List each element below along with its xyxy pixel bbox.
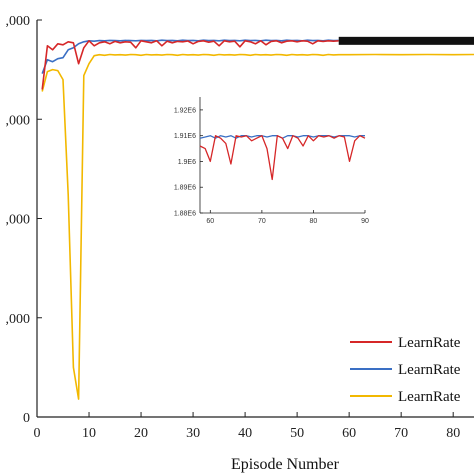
inset-y-tick-label: 1.92E6 xyxy=(174,107,196,114)
main-axes: 0 10 20 30 40 50 60 70 80 0 ,000 ,000 ,000 ,000 xyxy=(6,14,474,441)
y-tick-label: ,000 xyxy=(6,213,31,228)
legend-label-3: LearnRate xyxy=(398,389,461,405)
inset-y-tick-label: 1.9E6 xyxy=(178,159,196,166)
inset-x-tick-label: 90 xyxy=(361,218,369,225)
x-tick-label: 10 xyxy=(82,426,96,441)
y-tick-label: 0 xyxy=(23,411,30,426)
y-tick-label: ,000 xyxy=(6,113,31,128)
x-tick-label: 0 xyxy=(34,426,41,441)
inset-x-tick-label: 80 xyxy=(310,218,318,225)
inset-y-tick-label: 1.88E6 xyxy=(174,211,196,218)
x-tick-label: 20 xyxy=(134,426,148,441)
x-tick-label: 30 xyxy=(186,426,200,441)
legend-label-2: LearnRate xyxy=(398,362,461,378)
inset-y-tick-label: 1.89E6 xyxy=(174,185,196,192)
legend-label-1: LearnRate xyxy=(398,335,461,351)
x-tick-label: 70 xyxy=(394,426,408,441)
inset-y-tick-label: 1.91E6 xyxy=(174,133,196,140)
inset-series-line-1 xyxy=(199,135,366,181)
inset-x-tick-label: 60 xyxy=(206,218,214,225)
y-tick-label: ,000 xyxy=(6,14,31,29)
x-tick-label: 50 xyxy=(290,426,304,441)
inset-chart: 60 70 80 90 1.88E6 1.89E6 1.9E6 1.91E6 1.92E6 xyxy=(164,89,375,235)
legend: LearnRate LearnRate LearnRate xyxy=(350,335,461,405)
x-tick-label: 40 xyxy=(238,426,252,441)
x-tick-label: 60 xyxy=(342,426,356,441)
x-axis-label: Episode Number xyxy=(231,456,340,473)
series-line-1 xyxy=(41,39,339,90)
x-tick-label: 80 xyxy=(446,426,460,441)
inset-x-tick-label: 70 xyxy=(258,218,266,225)
highlight-band xyxy=(338,36,474,45)
series-line-3 xyxy=(41,53,474,400)
y-tick-label: ,000 xyxy=(6,312,31,327)
main-series-group xyxy=(41,36,474,400)
